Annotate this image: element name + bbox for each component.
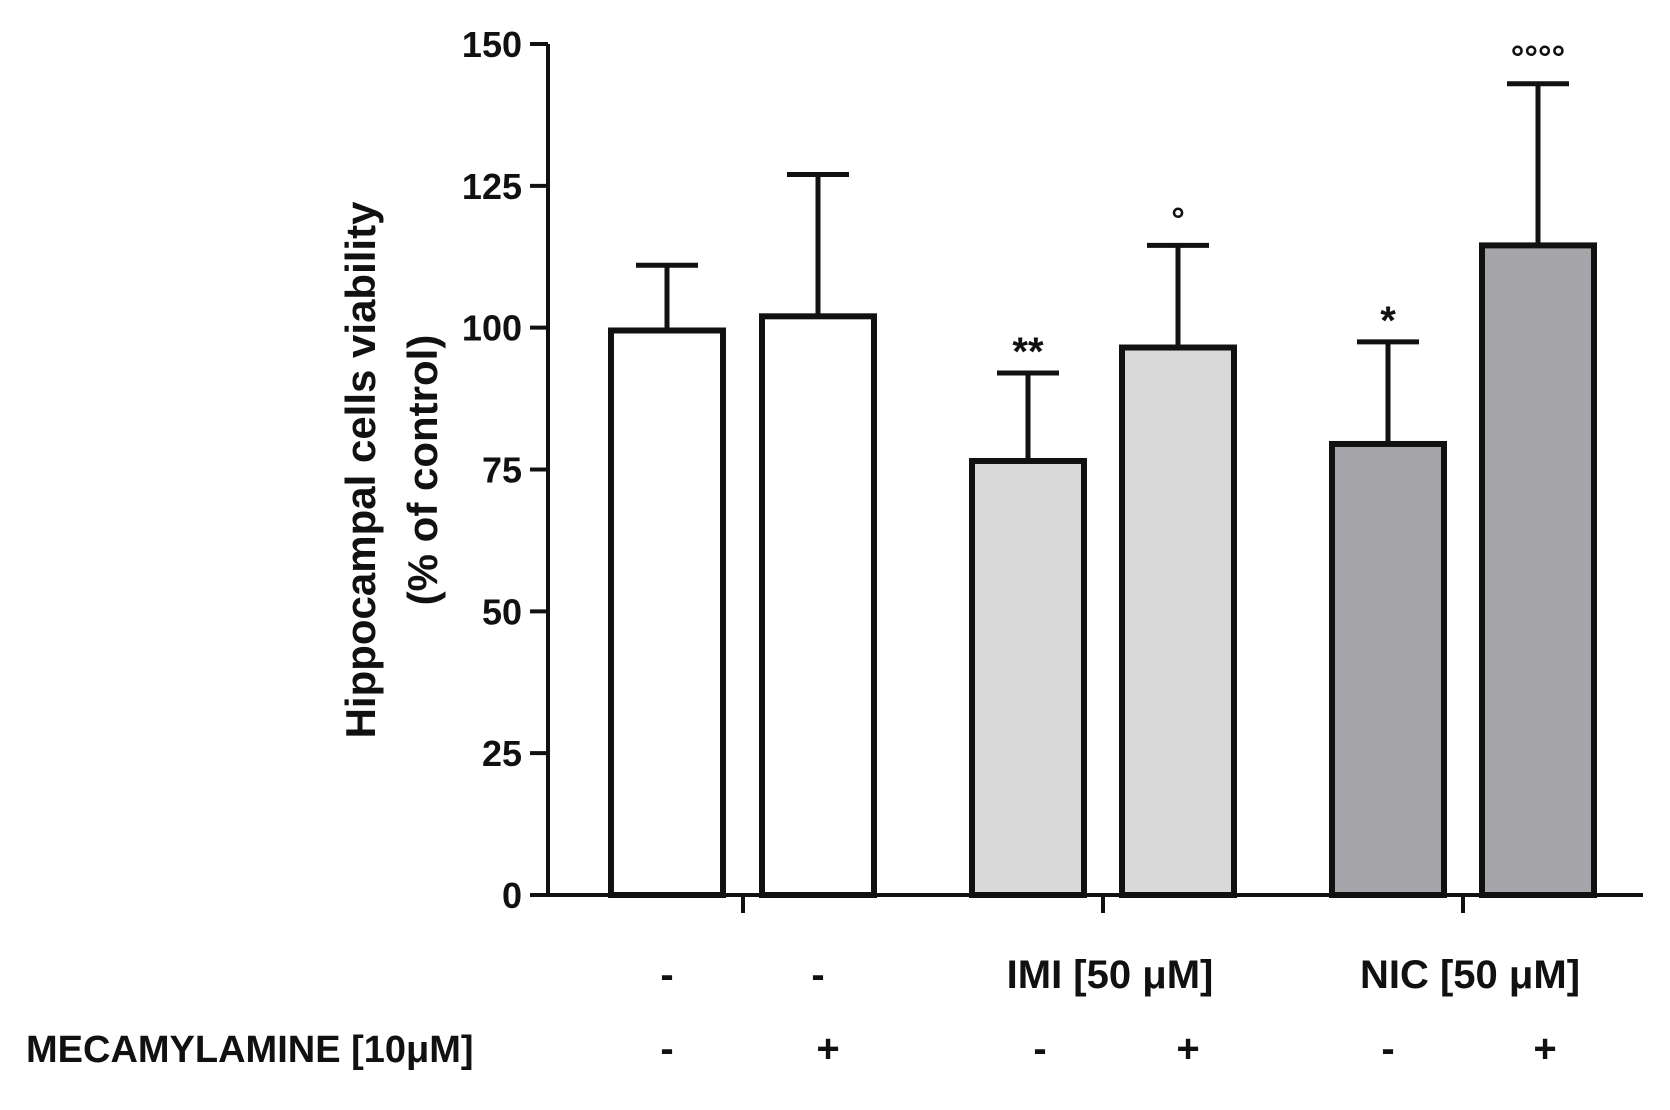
y-tick-label: 0 xyxy=(502,875,522,916)
bar xyxy=(608,327,726,898)
y-tick-label: 150 xyxy=(462,24,522,65)
bar xyxy=(1119,344,1237,899)
bars xyxy=(608,242,1597,899)
mecamylamine-value: + xyxy=(1533,1027,1556,1071)
y-tick-label: 75 xyxy=(482,450,522,491)
significance-marker: ° xyxy=(1171,201,1185,239)
treatment-labels: MECAMYLAMINE [10μM] - - IMI [50 μM] NIC [50… xyxy=(26,953,1580,1071)
mecamylamine-value: + xyxy=(1176,1027,1199,1071)
bar xyxy=(1329,440,1447,898)
y-axis-label-line1: Hippocampal cells viability xyxy=(337,201,384,738)
bar xyxy=(759,313,877,898)
y-tick-label: 100 xyxy=(462,308,522,349)
y-axis-label-line2: (% of control) xyxy=(399,335,446,606)
significance-marker: * xyxy=(1380,299,1396,343)
y-axis-label: Hippocampal cells viability (% of contro… xyxy=(337,201,446,738)
mecamylamine-value: - xyxy=(660,1027,673,1071)
y-tick-label: 25 xyxy=(482,733,522,774)
y-tick-label: 125 xyxy=(462,166,522,207)
mecamylamine-label: MECAMYLAMINE [10μM] xyxy=(26,1029,474,1071)
significance-marker: °°°° xyxy=(1511,40,1565,78)
mecamylamine-value: - xyxy=(1381,1027,1394,1071)
y-axis: 0 25 50 75 100 125 150 xyxy=(462,24,550,916)
significance-annotations: ** ° * °°°° xyxy=(1012,40,1565,374)
bar xyxy=(969,457,1087,898)
significance-marker: ** xyxy=(1012,330,1044,374)
treatment-label: IMI [50 μM] xyxy=(1007,953,1214,997)
bar xyxy=(1479,242,1597,899)
treatment-label: - xyxy=(660,953,673,997)
y-tick-label: 50 xyxy=(482,591,522,632)
treatment-label: NIC [50 μM] xyxy=(1360,953,1580,997)
x-axis xyxy=(548,893,1643,913)
mecamylamine-value: + xyxy=(816,1027,839,1071)
mecamylamine-value: - xyxy=(1033,1027,1046,1071)
treatment-label: - xyxy=(811,953,824,997)
error-bars xyxy=(636,81,1569,461)
